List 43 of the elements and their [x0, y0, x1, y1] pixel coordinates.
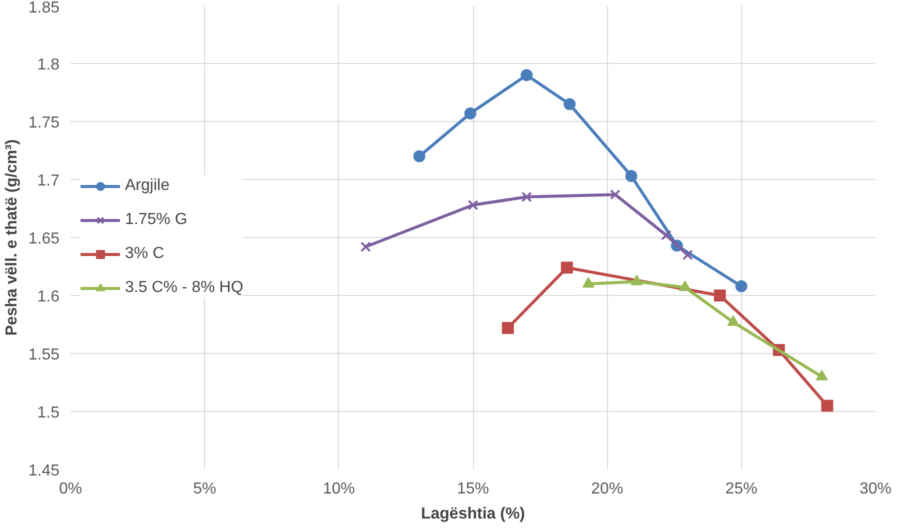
point: [816, 370, 828, 380]
x-tick-label: 0%: [58, 480, 82, 498]
point: [630, 274, 643, 286]
x-tick-label: 15%: [456, 480, 490, 498]
y-tick-label: 1.5: [37, 404, 60, 422]
y-tick-label: 1.45: [28, 462, 60, 480]
x-tick-label: 5%: [193, 480, 216, 498]
point: [582, 277, 594, 288]
point: [360, 242, 371, 252]
legend-label: Argjile: [125, 177, 170, 195]
point: [520, 69, 533, 82]
point: [464, 107, 476, 120]
point: [625, 170, 638, 182]
y-tick-label: 1.65: [28, 230, 60, 248]
point: [714, 290, 726, 302]
point: [610, 189, 620, 200]
point: [735, 280, 748, 292]
y-tick-label: 1.75: [28, 114, 60, 132]
point: [678, 280, 691, 292]
legend-label: 3.5 C% - 8% HQ: [125, 279, 244, 297]
y-tick-label: 1.8: [37, 56, 60, 74]
y-tick-label: 1.6: [37, 288, 60, 306]
y-tick-label: 1.7: [37, 172, 60, 190]
point: [682, 250, 693, 260]
legend-label: 1.75% G: [125, 211, 188, 229]
y-axis-title: Pesha vëll. e thatë (g/cm³): [3, 139, 20, 336]
point: [502, 322, 514, 334]
x-axis-title: Lagështia (%): [420, 506, 526, 522]
legend-label: 3% C: [125, 245, 164, 263]
point: [660, 230, 672, 240]
y-tick-label: 1.85: [28, 0, 60, 16]
point: [468, 200, 478, 210]
x-tick-label: 20%: [591, 480, 624, 498]
x-tick-label: 30%: [859, 480, 892, 498]
point: [727, 315, 740, 326]
x-tick-label: 10%: [322, 480, 355, 498]
point: [521, 192, 532, 202]
x-tick-label: 25%: [725, 480, 758, 498]
point: [821, 400, 834, 412]
point: [413, 150, 426, 162]
point: [560, 262, 573, 274]
point: [564, 98, 576, 110]
y-tick-label: 1.55: [28, 346, 60, 364]
